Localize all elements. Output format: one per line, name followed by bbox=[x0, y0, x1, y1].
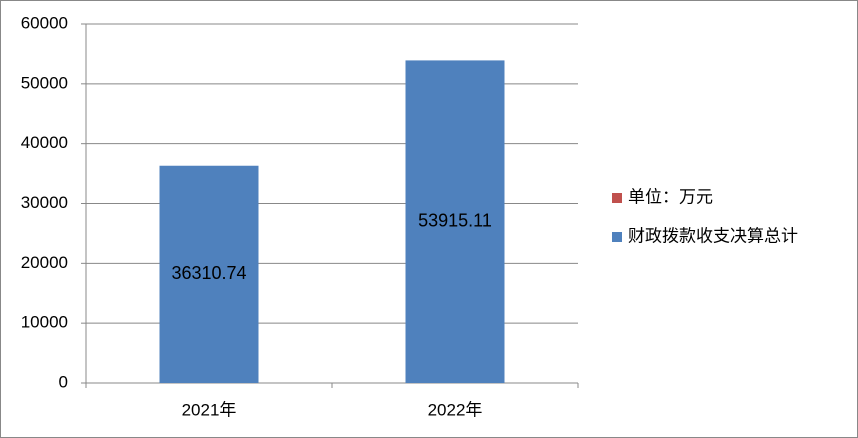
y-tick-label: 10000 bbox=[21, 313, 68, 332]
y-tick-label: 60000 bbox=[21, 13, 68, 32]
y-tick-label: 30000 bbox=[21, 193, 68, 212]
legend-label: 单位：万元 bbox=[628, 187, 713, 206]
legend-swatch bbox=[612, 193, 622, 203]
y-tick-label: 50000 bbox=[21, 73, 68, 92]
legend-label: 财政拨款收支决算总计 bbox=[628, 226, 798, 245]
x-tick-label: 2022年 bbox=[428, 400, 483, 419]
x-tick-label: 2021年 bbox=[182, 400, 237, 419]
data-label: 53915.11 bbox=[418, 210, 492, 230]
bar bbox=[405, 60, 505, 383]
legend-swatch bbox=[612, 232, 622, 242]
y-tick-label: 20000 bbox=[21, 253, 68, 272]
data-label: 36310.74 bbox=[171, 263, 246, 283]
y-tick-label: 0 bbox=[59, 372, 68, 391]
y-tick-label: 40000 bbox=[21, 133, 68, 152]
bar bbox=[159, 165, 259, 383]
